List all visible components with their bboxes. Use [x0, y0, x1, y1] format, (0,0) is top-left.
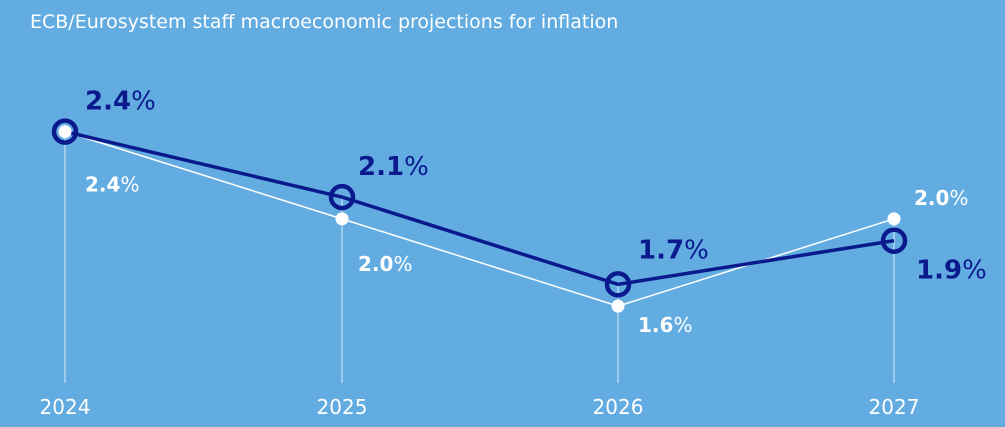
gridlines: [64, 131, 895, 383]
light-label-2027: 2.0%: [914, 186, 968, 210]
dark-label-2025: 2.1%: [358, 152, 429, 182]
dark-point-2024: [51, 118, 79, 145]
light-label-2025: 2.0%: [358, 252, 412, 276]
light-label-2026: 1.6%: [638, 313, 692, 337]
dark-point-2025: [328, 183, 356, 211]
data-labels: 2.4% 2.1% 1.7% 1.9% 2.4% 2.0% 1.6% 2.0%: [85, 87, 987, 338]
x-tick-2027: 2027: [869, 395, 920, 419]
series-lines: [64, 129, 895, 307]
dark-point-2027: [880, 227, 908, 254]
light-point-2024: [58, 125, 72, 139]
series-line-dark: [64, 129, 895, 287]
light-point-2027: [887, 212, 901, 226]
x-tick-2024: 2024: [40, 395, 91, 419]
dark-label-2027: 1.9%: [916, 256, 987, 286]
light-point-2026: [611, 299, 625, 313]
chart-title: ECB/Eurosystem staff macroeconomic proje…: [30, 11, 618, 33]
series-line-light: [64, 130, 895, 307]
x-tick-2025: 2025: [317, 395, 368, 419]
light-label-2024: 2.4%: [85, 173, 139, 197]
dark-label-2024: 2.4%: [85, 87, 156, 117]
dark-point-2026: [604, 271, 632, 298]
dark-label-2026: 1.7%: [638, 235, 709, 265]
light-point-2025: [335, 212, 349, 226]
x-tick-2026: 2026: [593, 395, 644, 419]
x-axis-ticks: 2024 2025 2026 2027: [40, 395, 920, 419]
series-markers: [51, 118, 908, 313]
